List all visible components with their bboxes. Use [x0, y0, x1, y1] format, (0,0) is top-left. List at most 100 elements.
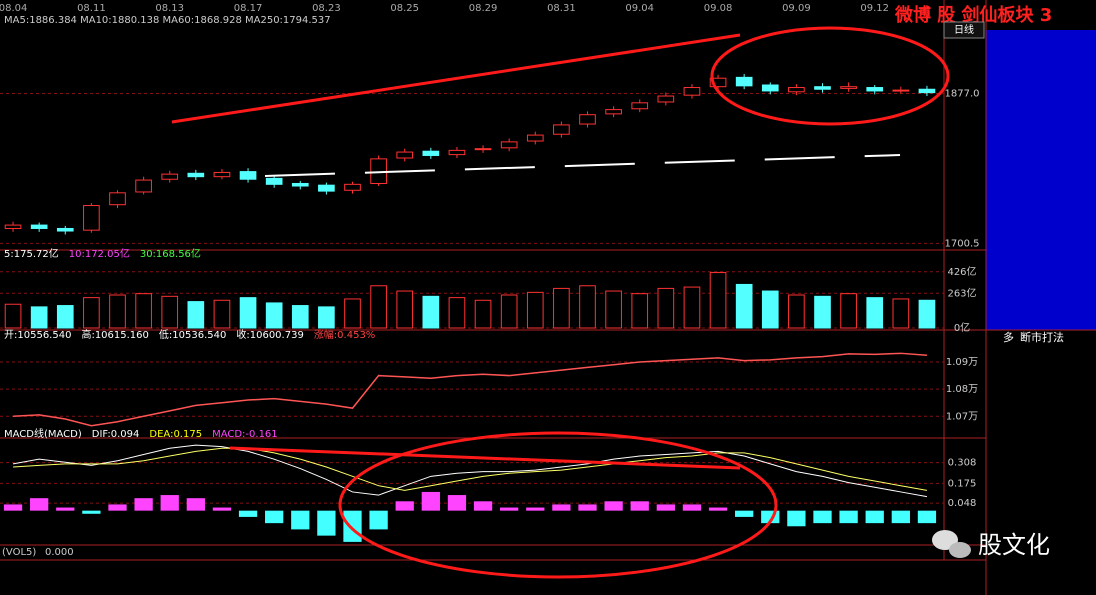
- candle-body: [30, 224, 48, 229]
- macd-bar: [238, 510, 258, 517]
- volume-bar: [840, 293, 857, 329]
- macd-bar: [265, 510, 284, 524]
- volume-bar: [892, 298, 910, 329]
- volume-bar: [918, 299, 936, 329]
- macd-bar: [291, 510, 310, 530]
- volume-bar: [109, 294, 126, 329]
- candle-body: [422, 150, 440, 156]
- y-tick-label: 0.175: [948, 478, 977, 489]
- legend: 5:175.72亿: [4, 247, 59, 260]
- x-tick-label: 08.13: [155, 3, 184, 14]
- macd-bar: [630, 501, 649, 511]
- volume-bar: [30, 306, 48, 329]
- macd-bar: [865, 510, 884, 524]
- macd-bar: [787, 510, 806, 527]
- macd-bar: [108, 504, 127, 511]
- volume-bar: [709, 272, 727, 329]
- candle-body: [840, 86, 857, 89]
- volume-bar: [4, 303, 22, 329]
- volume-bar: [213, 299, 231, 329]
- candle-body: [918, 88, 936, 94]
- candle-body: [396, 151, 414, 159]
- index-line: [13, 352, 927, 427]
- macd-bar: [735, 510, 754, 517]
- volume-bar: [187, 301, 205, 329]
- x-tick-label: 09.09: [782, 3, 811, 14]
- circle-mark: [710, 26, 950, 126]
- x-tick-label: 09.12: [860, 3, 889, 14]
- macd-bar: [813, 510, 832, 524]
- volume-bar: [788, 294, 805, 329]
- y-tick-label: 1877.0: [945, 88, 980, 99]
- candle-body: [318, 184, 335, 192]
- volume-bar: [735, 283, 753, 329]
- x-tick-label: 09.04: [625, 3, 654, 14]
- volume-bar: [56, 305, 74, 329]
- legend: 30:168.56亿: [140, 247, 201, 260]
- legend: 开:10556.540: [4, 330, 71, 341]
- macd-bar: [526, 507, 545, 511]
- volume-bar: [135, 293, 152, 329]
- candle-body: [761, 84, 779, 92]
- macd-bar: [186, 498, 205, 511]
- legend: 低:10536.540: [159, 328, 226, 341]
- candle-body: [474, 148, 492, 151]
- overlay-title: 微博 股 剑仙板块 3: [894, 4, 1052, 26]
- period-button[interactable]: [943, 21, 985, 39]
- legend: 10:172.05亿: [69, 247, 130, 260]
- legend: MA5:1886.384 MA10:1880.138 MA60:1868.928…: [4, 15, 331, 26]
- dashed-line: [264, 154, 901, 177]
- legend: 涨幅:0.453%: [314, 328, 376, 341]
- y-tick-label: 426亿: [947, 265, 976, 278]
- macd-bar: [317, 510, 336, 536]
- volume-bar: [526, 291, 544, 329]
- y-tick-label: 0.308: [948, 458, 977, 469]
- candle-body: [4, 224, 22, 229]
- y-tick-label: 1700.5: [945, 238, 980, 249]
- macd-bar: [82, 510, 101, 514]
- volume-bar: [657, 287, 675, 329]
- candle-body: [161, 173, 179, 180]
- y-tick-label: 0.048: [948, 498, 977, 509]
- macd-bar: [708, 507, 728, 511]
- volume-bar: [422, 295, 440, 329]
- legend: 收:10600.739: [236, 328, 303, 341]
- candle-body: [344, 183, 361, 191]
- macd-bar: [839, 510, 858, 524]
- side-tab[interactable]: 多: [1003, 330, 1014, 344]
- x-tick-label: 08.29: [469, 3, 498, 14]
- x-tick-label: 08.17: [234, 3, 263, 14]
- macd-bar: [604, 501, 623, 511]
- x-tick-label: 08.31: [547, 3, 576, 14]
- watermark: 股文化: [978, 531, 1050, 559]
- legend: 高:10615.160: [81, 328, 148, 341]
- volume-bar: [579, 285, 596, 329]
- candle-body: [866, 87, 884, 92]
- x-tick-label: 08.25: [390, 3, 419, 14]
- macd-bar: [212, 507, 232, 511]
- volume-bar: [318, 306, 335, 329]
- macd-bar: [447, 495, 467, 511]
- side-title: 断市打法: [1020, 330, 1064, 344]
- macd-bar: [917, 510, 937, 524]
- y-tick-label: 1.07万: [946, 411, 978, 422]
- volume-bar: [161, 295, 179, 329]
- macd-bar: [682, 504, 702, 511]
- candle-body: [683, 87, 701, 96]
- candle-body: [605, 109, 622, 115]
- macd-bar: [343, 510, 362, 542]
- macd-bar: [369, 510, 388, 530]
- volume-bar: [83, 297, 100, 329]
- volume-bar: [553, 287, 570, 329]
- y-tick-label: 1.08万: [946, 384, 978, 395]
- macd-bar: [3, 504, 23, 511]
- macd-line: [13, 447, 928, 491]
- vol-strip: (VOL5): [2, 547, 36, 558]
- macd-bar: [160, 495, 179, 511]
- x-tick-label: 09.08: [704, 3, 733, 14]
- y-tick-label: 263亿: [947, 286, 976, 299]
- candle-body: [213, 171, 231, 178]
- macd-bar: [421, 491, 440, 511]
